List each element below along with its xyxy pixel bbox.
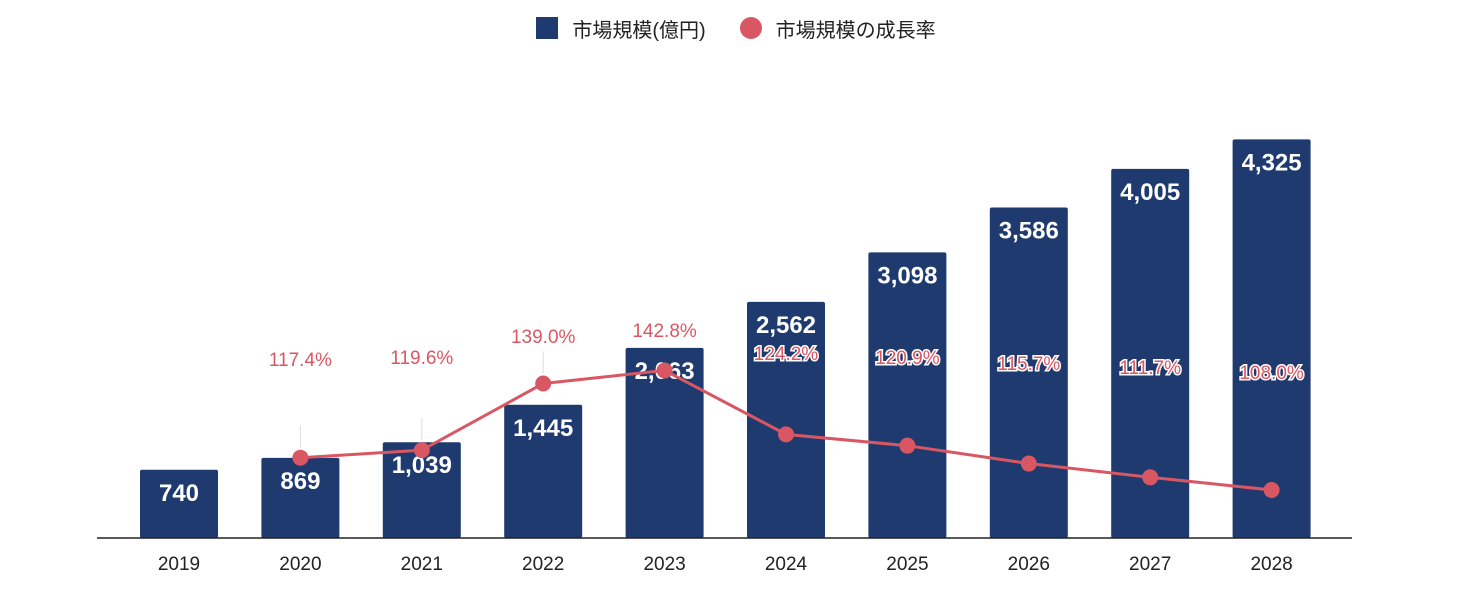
bar-value-label: 740	[159, 480, 199, 507]
growth-rate-label: 139.0%	[511, 327, 576, 348]
legend-dot-icon	[739, 17, 762, 39]
growth-rate-point[interactable]	[778, 426, 794, 443]
bar-value-label: 3,098	[877, 262, 937, 289]
line-series: 117.4% 119.6% 139.0% 142.8% 124.2% 120.9% 115.…	[269, 321, 1305, 498]
x-tick-label: 2022	[522, 554, 564, 575]
growth-rate-label: 115.7%	[997, 354, 1060, 375]
bar[interactable]	[747, 301, 825, 538]
x-tick-label: 2026	[1008, 554, 1050, 575]
legend: 市場規模(億円) 市場規模の成長率	[0, 12, 1472, 44]
growth-rate-label: 117.4%	[269, 350, 332, 371]
bar-value-label: 869	[280, 468, 320, 495]
growth-rate-label: 108.0%	[1239, 363, 1304, 384]
growth-rate-point[interactable]	[656, 362, 673, 379]
x-tick-label: 2020	[279, 554, 321, 575]
x-tick-label: 2023	[643, 554, 685, 575]
legend-item-growth-rate[interactable]: 市場規模の成長率	[739, 14, 936, 43]
growth-rate-point[interactable]	[535, 375, 552, 392]
x-tick-label: 2024	[765, 554, 808, 575]
legend-label-market-size: 市場規模(億円)	[572, 19, 706, 42]
bar-value-label: 4,325	[1242, 149, 1302, 176]
growth-rate-label: 142.8%	[632, 321, 697, 342]
bar[interactable]	[1111, 168, 1190, 539]
x-axis: 2019 2020 2021 2022 2023 2024 2025 2026 2027 2028	[97, 537, 1352, 575]
x-tick-label: 2025	[886, 554, 928, 575]
legend-square-icon	[536, 17, 559, 39]
bar[interactable]	[140, 469, 218, 538]
growth-rate-point[interactable]	[1263, 481, 1280, 498]
bar-value-label: 4,005	[1120, 179, 1180, 206]
bar-series: 7408691,0391,4452,0632,5623,0983,5864,00…	[140, 139, 1311, 539]
growth-rate-point[interactable]	[899, 437, 916, 454]
legend-label-growth-rate: 市場規模の成長率	[775, 19, 936, 42]
bar[interactable]	[625, 347, 704, 538]
growth-rate-point[interactable]	[1020, 455, 1037, 472]
x-tick-label: 2027	[1129, 554, 1171, 575]
bar-value-label: 1,445	[513, 415, 573, 442]
growth-rate-label: 120.9%	[875, 348, 940, 369]
growth-rate-point[interactable]	[1142, 469, 1159, 486]
bar[interactable]	[504, 404, 583, 538]
bar[interactable]	[382, 442, 461, 538]
growth-rate-label: 124.2%	[754, 344, 819, 365]
growth-rate-label: 111.7%	[1119, 358, 1181, 379]
bar[interactable]	[261, 457, 340, 538]
x-tick-label: 2028	[1250, 554, 1292, 575]
growth-rate-label: 119.6%	[390, 348, 453, 369]
bar[interactable]	[868, 252, 947, 538]
bar-value-label: 2,562	[756, 312, 816, 339]
bar[interactable]	[989, 207, 1068, 539]
growth-rate-point[interactable]	[413, 442, 430, 459]
x-tick-label: 2019	[158, 554, 200, 575]
x-tick-label: 2021	[401, 554, 443, 575]
legend-item-market-size[interactable]: 市場規模(億円)	[536, 14, 706, 43]
bar-value-label: 3,586	[999, 217, 1059, 244]
bar[interactable]	[1232, 139, 1311, 538]
growth-rate-point[interactable]	[292, 449, 309, 466]
